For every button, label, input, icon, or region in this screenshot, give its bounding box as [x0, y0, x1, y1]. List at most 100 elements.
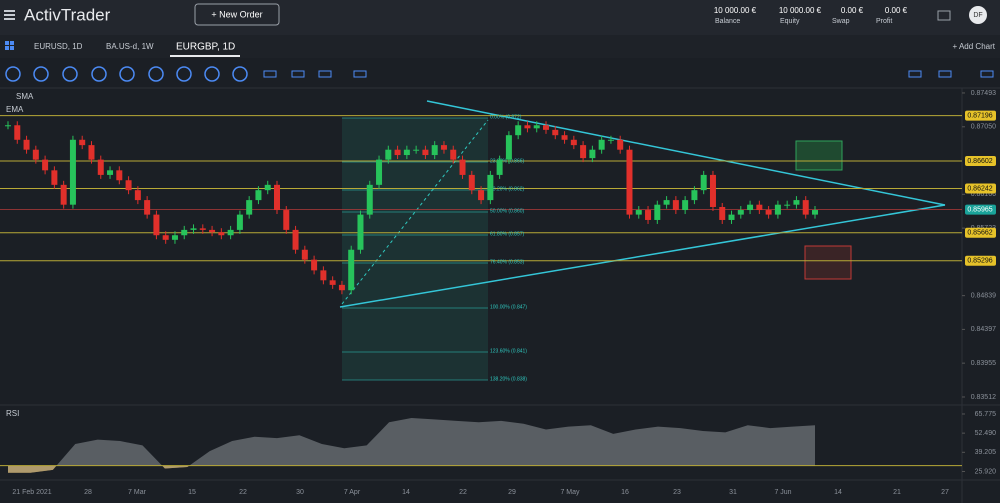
candle	[663, 200, 670, 205]
candle	[737, 210, 744, 215]
tool[interactable]	[318, 70, 332, 78]
tool[interactable]	[291, 70, 305, 78]
candle	[320, 270, 327, 281]
tool[interactable]	[263, 70, 277, 78]
stat-value: 10 000.00 €	[714, 6, 757, 15]
candle	[190, 228, 197, 230]
candle	[478, 190, 485, 201]
new-order-button[interactable]	[194, 3, 280, 26]
candle	[626, 149, 633, 215]
date-label: 23	[673, 489, 681, 496]
stat-value: 0.00 €	[885, 6, 908, 15]
candle	[209, 229, 216, 233]
level-label: 0.86602	[967, 158, 992, 165]
logo: ActivTrader	[24, 5, 111, 24]
candle	[385, 149, 392, 160]
candle	[42, 159, 49, 171]
candle	[505, 135, 512, 160]
tool[interactable]	[938, 70, 952, 78]
candle	[88, 145, 95, 160]
indicator: EMA	[6, 105, 24, 114]
candle	[255, 190, 262, 201]
candle	[468, 174, 475, 191]
candle	[107, 170, 114, 175]
price-label: 0.86166	[971, 191, 996, 198]
mail[interactable]	[937, 10, 951, 21]
tool[interactable]	[176, 66, 192, 82]
fib-label: 61.80% (0.857)	[490, 231, 525, 237]
date-label: 28	[84, 489, 92, 496]
tab[interactable]: EURUSD, 1D	[34, 42, 83, 51]
candle	[292, 229, 299, 250]
candle	[236, 214, 243, 230]
menu	[4, 14, 15, 16]
triangle-bottom	[339, 204, 946, 308]
avatar[interactable]	[969, 6, 987, 24]
candle	[171, 235, 178, 240]
level-tag	[965, 255, 996, 266]
candle	[607, 139, 614, 141]
tool[interactable]	[353, 70, 367, 78]
price-label: 0.87493	[971, 90, 996, 97]
grid-icon	[5, 41, 9, 45]
candle	[784, 204, 791, 206]
candle	[246, 200, 253, 215]
candle	[765, 210, 772, 215]
candle	[552, 129, 559, 136]
candle	[700, 174, 707, 191]
candle	[617, 139, 624, 150]
candle	[283, 210, 290, 230]
date-label: 15	[188, 489, 196, 496]
tool[interactable]	[119, 66, 135, 82]
candle	[533, 125, 540, 129]
candle	[14, 125, 21, 140]
add-chart[interactable]: + Add Chart	[953, 42, 996, 51]
tool[interactable]	[91, 66, 107, 82]
level-tag	[965, 156, 996, 167]
tool[interactable]	[908, 70, 922, 78]
tab[interactable]: EURGBP, 1D	[176, 42, 235, 53]
date-label: 22	[239, 489, 247, 496]
menu[interactable]	[4, 10, 15, 12]
candle	[589, 149, 596, 159]
candle	[682, 200, 689, 211]
tool[interactable]	[980, 70, 994, 78]
candle	[274, 184, 280, 211]
fib-box	[342, 118, 488, 380]
tool[interactable]	[232, 66, 248, 82]
fib-label: 38.20% (0.862)	[490, 186, 525, 192]
stat-label: Equity	[780, 18, 800, 25]
level-label: 0.87196	[967, 112, 992, 119]
price-label: 0.87050	[971, 124, 996, 131]
candle	[774, 204, 781, 215]
price-label: 0.83512	[971, 394, 996, 401]
level-tag	[965, 183, 996, 194]
candle	[348, 249, 355, 291]
candle	[218, 232, 225, 236]
fib-label: 76.40% (0.853)	[490, 259, 525, 265]
candle	[97, 159, 104, 175]
candle	[422, 149, 429, 156]
tool[interactable]	[33, 66, 49, 82]
fib-label: 0.00% (0.872)	[490, 114, 522, 120]
candle	[311, 259, 318, 271]
candle	[181, 229, 188, 236]
tool[interactable]	[204, 66, 220, 82]
candle	[116, 170, 123, 181]
stat-label: Balance	[715, 18, 740, 25]
candle	[635, 210, 642, 215]
candle	[32, 149, 39, 160]
triangle-top	[426, 100, 946, 206]
tool[interactable]	[62, 66, 78, 82]
tool[interactable]	[148, 66, 164, 82]
candle	[709, 174, 716, 207]
candle	[79, 139, 86, 146]
candle	[802, 200, 809, 215]
menu	[4, 18, 15, 20]
date-label: 7 Apr	[344, 489, 361, 496]
tool[interactable]	[5, 66, 21, 82]
stat-label: Profit	[876, 18, 892, 25]
tab[interactable]: BA.US-d, 1W	[106, 42, 154, 51]
candle	[793, 200, 800, 205]
candle	[450, 149, 457, 160]
